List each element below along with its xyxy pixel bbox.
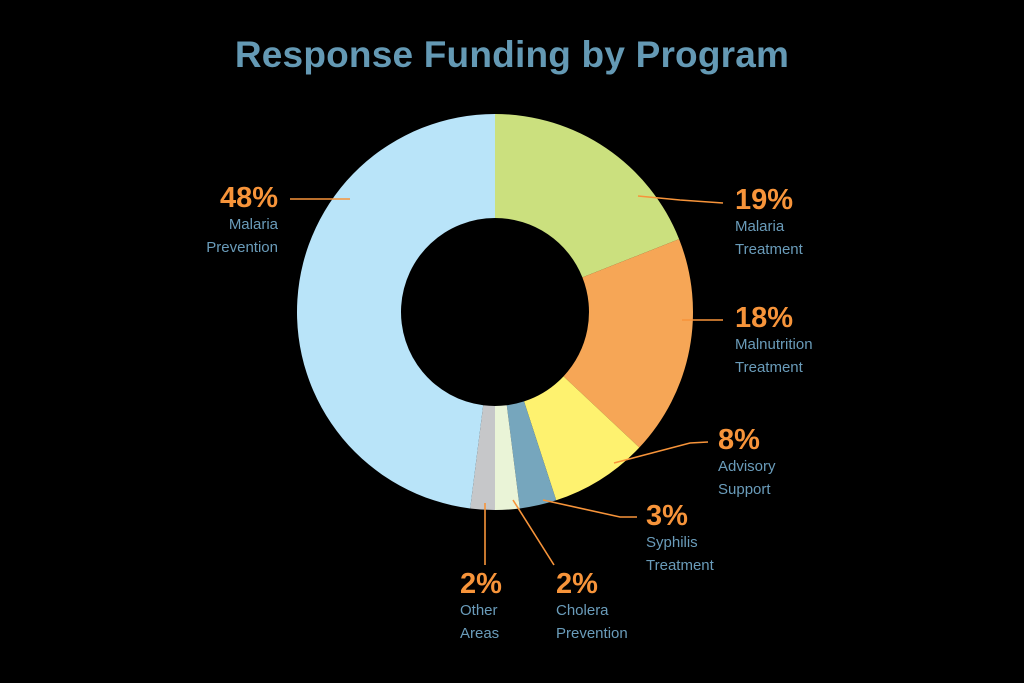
percent-value: 2% xyxy=(460,568,502,600)
slice-malaria-prevention xyxy=(296,113,495,509)
percent-value: 48% xyxy=(219,182,278,214)
category-name: Syphilis xyxy=(646,534,698,551)
leader-line-cholera-prevention xyxy=(512,499,555,566)
leader-line-syphilis-treatment xyxy=(542,499,637,518)
category-name: Malaria xyxy=(228,216,278,233)
slice-syphilis-treatment xyxy=(506,401,557,509)
label-malnutrition-treatment: 18% Malnutrition Treatment xyxy=(735,304,813,379)
category-name: Areas xyxy=(460,625,500,642)
label-other-areas: 2% Other Areas xyxy=(460,570,502,645)
category-name: Treatment xyxy=(646,557,714,574)
percent-value: 18% xyxy=(735,302,794,334)
slice-cholera-prevention xyxy=(495,405,520,510)
slice-malnutrition-treatment xyxy=(563,239,693,448)
category-name: Treatment xyxy=(735,241,803,258)
label-cholera-prevention: 2% Cholera Prevention xyxy=(556,570,628,645)
leader-line-advisory-support xyxy=(613,441,709,464)
label-malaria-prevention: 48% Malaria Prevention xyxy=(180,184,278,259)
category-name: Prevention xyxy=(556,625,628,642)
percent-value: 19% xyxy=(735,184,794,216)
percent-value: 3% xyxy=(646,500,688,532)
category-name: Other xyxy=(460,602,498,619)
leader-lines xyxy=(290,195,724,566)
label-advisory-support: 8% Advisory Support xyxy=(718,426,776,501)
category-name: Malaria xyxy=(735,218,785,235)
slice-advisory-support xyxy=(524,376,640,501)
category-name: Prevention xyxy=(206,239,278,256)
category-name: Support xyxy=(718,481,771,498)
category-name: Treatment xyxy=(735,359,803,376)
chart-title: Response Funding by Program xyxy=(234,34,790,75)
slice-malaria-treatment xyxy=(495,114,680,278)
category-name: Cholera xyxy=(556,602,609,619)
label-malaria-treatment: 19% Malaria Treatment xyxy=(735,186,803,261)
category-name: Malnutrition xyxy=(735,336,813,353)
donut-slices xyxy=(296,113,693,510)
category-name: Advisory xyxy=(718,458,776,475)
percent-value: 8% xyxy=(718,424,760,456)
percent-value: 2% xyxy=(556,568,598,600)
slice-other-areas xyxy=(470,405,495,510)
leader-line-malaria-treatment xyxy=(637,195,724,204)
label-syphilis-treatment: 3% Syphilis Treatment xyxy=(646,502,714,577)
